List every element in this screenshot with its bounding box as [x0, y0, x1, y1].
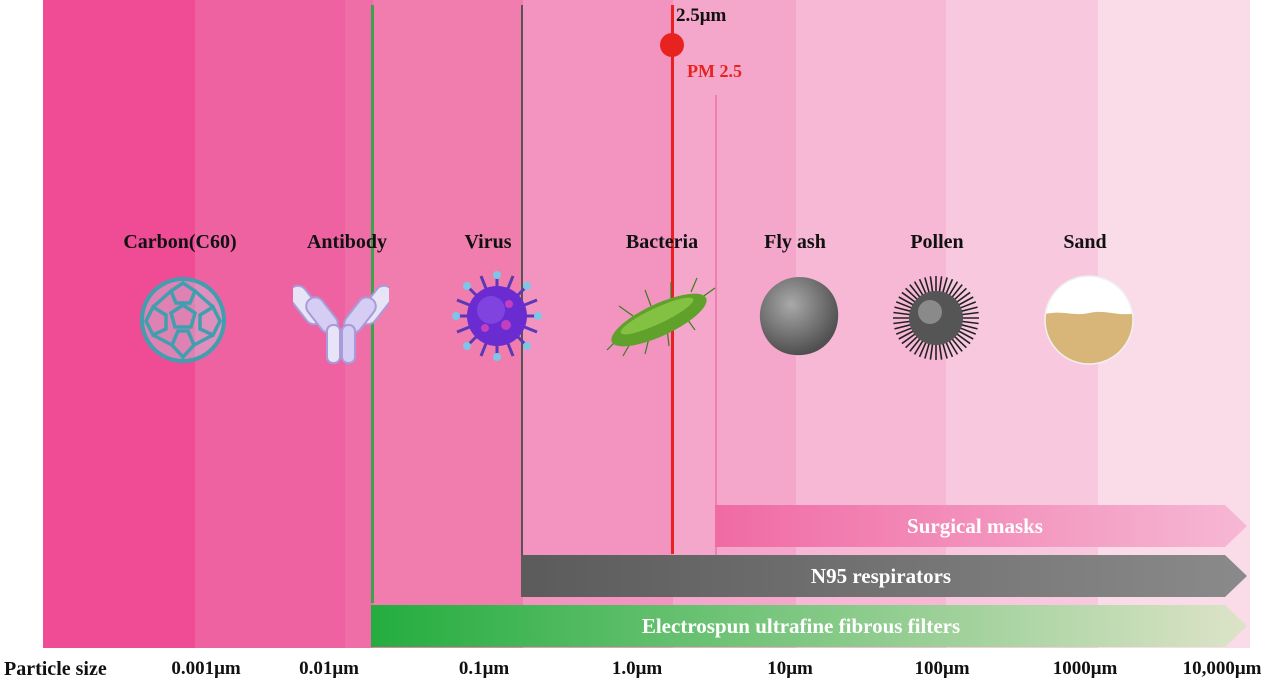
- antibody-icon: [293, 284, 389, 364]
- n95-boundary-line: [521, 5, 523, 555]
- particle-label-carbon: Carbon(C60): [123, 231, 237, 253]
- axis-tick: 0.01μm: [299, 658, 359, 679]
- particle-label-fly-ash: Fly ash: [764, 231, 826, 253]
- fullerene-icon: [140, 277, 226, 363]
- axis-tick: 0.001μm: [171, 658, 241, 679]
- pollen-icon: [893, 276, 979, 360]
- particle-label-bacteria: Bacteria: [625, 231, 699, 253]
- bacteria-icon: [606, 277, 716, 357]
- electrospun-filters-label: Electrospun ultrafine fibrous filters: [641, 614, 961, 638]
- axis-tick: 100μm: [914, 658, 970, 679]
- surgical-masks-label: Surgical masks: [907, 514, 1043, 538]
- fly-ash-icon: [759, 277, 839, 356]
- electrospun-filters-arrow: Electrospun ultrafine fibrous filters: [371, 605, 1247, 647]
- axis-tick: 0.1μm: [458, 658, 510, 679]
- background-band: [43, 0, 195, 648]
- particle-label-antibody: Antibody: [306, 231, 388, 253]
- axis-title: Particle size: [4, 658, 107, 680]
- particle-label-pollen: Pollen: [910, 231, 964, 253]
- axis-tick: 1.0μm: [611, 658, 663, 679]
- pm25-line: [671, 5, 674, 554]
- sand-icon: [1044, 275, 1134, 365]
- pm25-dot: [660, 33, 684, 57]
- axis-tick: 10μm: [767, 658, 813, 679]
- pm25-size-label: 2.5μm: [676, 5, 727, 26]
- virus-icon: [452, 271, 542, 361]
- surgical-boundary-line: [715, 95, 717, 555]
- axis-tick: 10,000μm: [1182, 658, 1262, 679]
- n95-respirators-label: N95 respirators: [810, 564, 952, 588]
- surgical-masks-arrow: Surgical masks: [715, 505, 1247, 547]
- pm25-label: PM 2.5: [687, 61, 742, 81]
- axis-tick: 1000μm: [1052, 658, 1118, 679]
- particle-label-sand: Sand: [1063, 231, 1107, 253]
- n95-respirators-arrow: N95 respirators: [521, 555, 1247, 597]
- particle-label-virus: Virus: [464, 231, 512, 253]
